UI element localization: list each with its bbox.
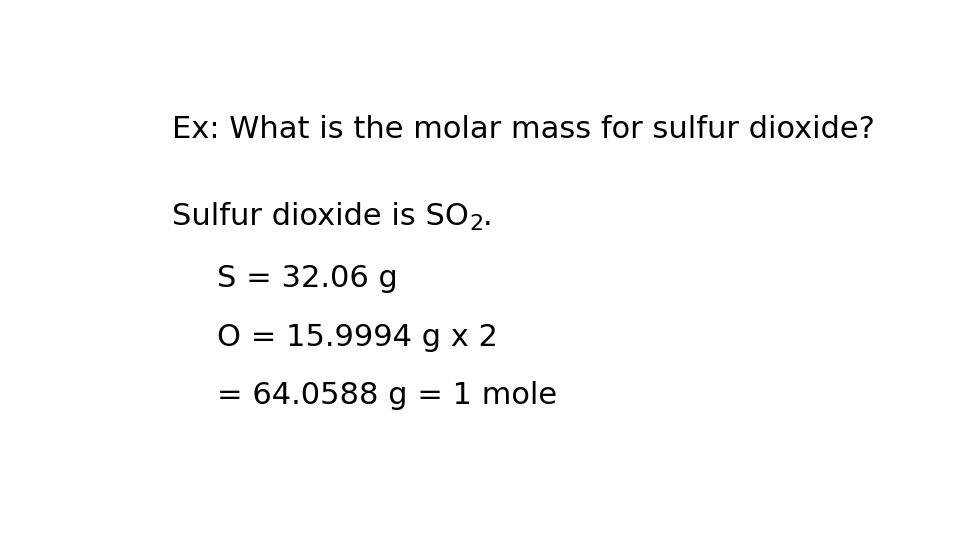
Text: 2: 2 — [468, 214, 483, 234]
Text: .: . — [483, 202, 492, 231]
Text: = 64.0588 g = 1 mole: = 64.0588 g = 1 mole — [217, 381, 557, 410]
Text: Ex: What is the molar mass for sulfur dioxide?: Ex: What is the molar mass for sulfur di… — [172, 114, 875, 144]
Text: S = 32.06 g: S = 32.06 g — [217, 265, 397, 293]
Text: O = 15.9994 g x 2: O = 15.9994 g x 2 — [217, 322, 497, 352]
Text: Sulfur dioxide is SO: Sulfur dioxide is SO — [172, 202, 468, 231]
